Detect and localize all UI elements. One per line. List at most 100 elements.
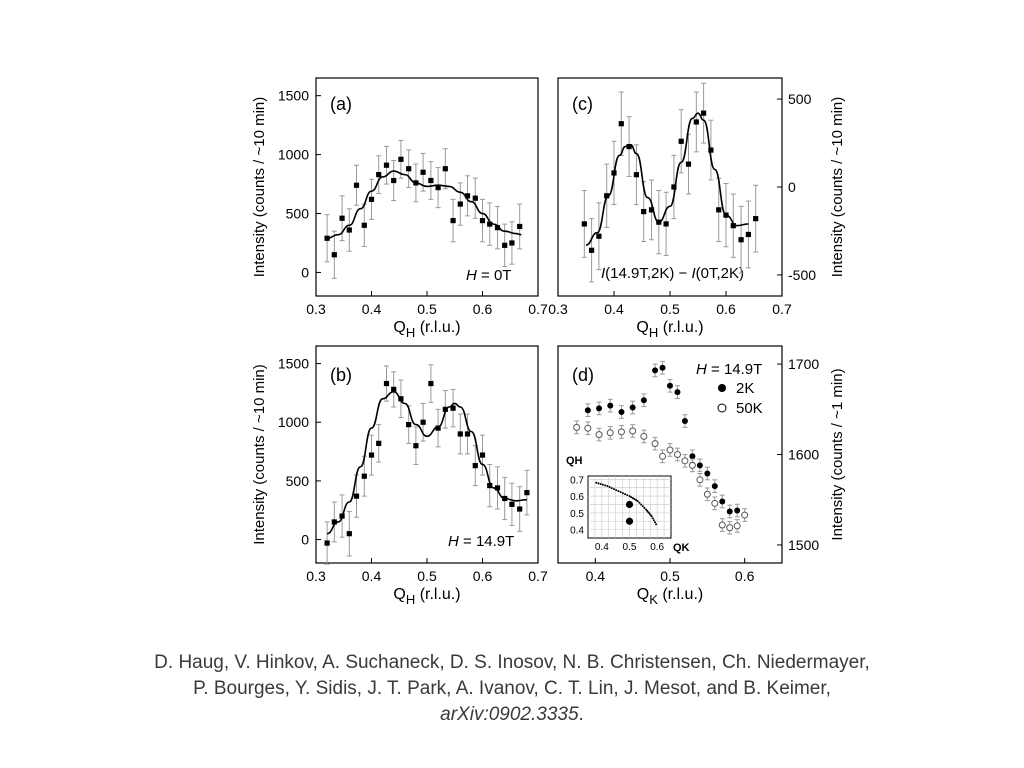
panel-a-label: (a)	[330, 94, 352, 114]
panel-a-data-point	[420, 169, 426, 175]
inset-dotted-curve	[645, 508, 648, 511]
inset-x-tick-label: 0.5	[623, 542, 637, 553]
panel-a-y-label: Intensity (counts / ~10 min)	[251, 97, 268, 278]
panel-d-x-tick-label: 0.4	[586, 568, 606, 584]
panel-a-x-tick-label: 0.7	[528, 301, 548, 317]
panel-c-data-point	[716, 207, 722, 213]
inset-x-tick-label: 0.6	[650, 542, 664, 553]
panel-c-label: (c)	[572, 94, 593, 114]
panel-a-fit-line	[327, 170, 522, 240]
caption-line-2: P. Bourges, Y. Sidis, J. T. Park, A. Iva…	[193, 678, 831, 699]
panel-b-x-tick-label: 0.3	[306, 568, 326, 584]
panel-d-y-tick-label: 1700	[788, 356, 819, 372]
panel-d-point-50K	[718, 521, 726, 529]
inset-dotted-curve	[617, 490, 620, 493]
panel-a-data-point	[406, 166, 412, 172]
inset-dotted-curve	[633, 498, 636, 501]
panel-d-point-50K	[606, 429, 614, 437]
inset-y-tick-label: 0.4	[570, 526, 584, 537]
panel-c-data-point	[604, 193, 610, 199]
panel-a-data-point	[487, 221, 493, 227]
inset-point	[625, 517, 634, 525]
panel-c-data-point	[641, 209, 647, 215]
inset-dotted-curve	[615, 489, 618, 492]
panel-d-point-2K	[726, 508, 733, 515]
panel-d-point-2K	[711, 483, 718, 490]
panel-d-legend-marker	[718, 384, 726, 392]
panel-b-data-point	[368, 452, 375, 458]
panel-c-y-tick-label: -500	[788, 267, 816, 283]
panel-d-point-2K	[667, 382, 673, 389]
panel-b-data-point	[391, 386, 397, 392]
panel-c-x-tick-label: 0.3	[548, 301, 568, 317]
panel-b-data-point	[398, 396, 404, 402]
panel-d-point-2K	[719, 498, 726, 505]
inset-dotted-curve	[631, 497, 634, 500]
panel-b-x-tick-label: 0.5	[417, 568, 437, 584]
inset-dotted-curve	[628, 495, 631, 498]
panel-d-point-50K	[659, 452, 667, 460]
inset-dotted-curve	[640, 503, 643, 506]
panel-d-y-label: Intensity (counts / ~1 min)	[829, 368, 846, 540]
panel-b-data-point	[524, 490, 530, 496]
panel-a-y-tick-label: 1000	[278, 147, 309, 163]
panel-b-data-point	[413, 443, 419, 449]
inset-dotted-curve	[635, 499, 638, 502]
panel-d-y-tick-label: 1500	[788, 537, 819, 553]
panel-c-data-point	[753, 216, 759, 222]
panel-d-point-2K	[584, 407, 591, 414]
panel-c-data-point	[626, 143, 632, 150]
panel-d-point-50K	[651, 440, 659, 448]
panel-d-point-2K	[674, 389, 681, 396]
inset-dotted-curve	[636, 500, 639, 503]
inset-dotted-curve	[646, 509, 649, 512]
panel-a-data-point	[517, 223, 523, 230]
panel-d-y-tick-label: 1600	[788, 447, 819, 463]
panel-d-point-2K	[659, 364, 666, 371]
inset-dotted-curve	[650, 515, 653, 518]
inset-dotted-curve	[606, 485, 609, 488]
panel-c-data-point	[671, 184, 677, 190]
panel-c-data-point	[618, 121, 624, 127]
panel-b-data-point	[479, 452, 486, 458]
inset-dotted-curve	[649, 513, 652, 516]
panel-d-point-2K	[596, 405, 603, 412]
inset-y-tick-label: 0.7	[570, 475, 584, 486]
panel-a-data-point	[502, 242, 508, 248]
panel-a-data-point	[457, 201, 463, 207]
inset-dotted-curve	[652, 519, 655, 522]
panel-b-x-tick-label: 0.4	[362, 568, 382, 584]
inset-dotted-curve	[641, 505, 644, 508]
panel-a-x-label: QH (r.l.u.)	[393, 319, 460, 340]
panel-c-y-label: Intensity (counts / ~10 min)	[829, 97, 846, 278]
panel-c-data-point	[589, 247, 595, 253]
panel-b-data-point	[353, 493, 360, 499]
inset-point	[625, 500, 634, 509]
panel-c-data-point	[678, 138, 684, 144]
panel-b-y-tick-label: 1500	[278, 356, 309, 372]
panel-b-data-point	[406, 421, 412, 428]
panel-a-data-point	[339, 215, 345, 221]
inset-dotted-curve	[648, 512, 651, 515]
inset-dotted-curve	[601, 483, 604, 486]
inset-dotted-curve	[653, 521, 656, 524]
panel-a-data-point	[361, 222, 367, 228]
inset-dotted-curve	[619, 491, 622, 494]
panel-b-data-point	[331, 519, 337, 525]
panel-d-point-50K	[703, 490, 711, 498]
panel-c-data-point	[708, 147, 714, 153]
panel-c-x-label: QH (r.l.u.)	[636, 319, 703, 340]
panel-a-x-tick-label: 0.4	[362, 301, 382, 317]
panel-d-point-50K	[741, 511, 749, 519]
caption-reference: arXiv:0902.3335	[440, 704, 579, 725]
panel-b-x-label: QH (r.l.u.)	[393, 586, 460, 607]
panel-a-data-point	[376, 172, 382, 178]
panel-c-y-tick-label: 500	[788, 91, 812, 107]
panel-b-data-point	[450, 405, 456, 411]
panel-d-point-50K	[666, 446, 674, 454]
inset-dotted-curve	[647, 511, 650, 514]
panel-d-point-2K	[734, 507, 741, 514]
panel-b-data-point	[494, 485, 501, 491]
inset-dotted-curve	[624, 493, 627, 496]
panel-b-data-point	[361, 473, 367, 479]
